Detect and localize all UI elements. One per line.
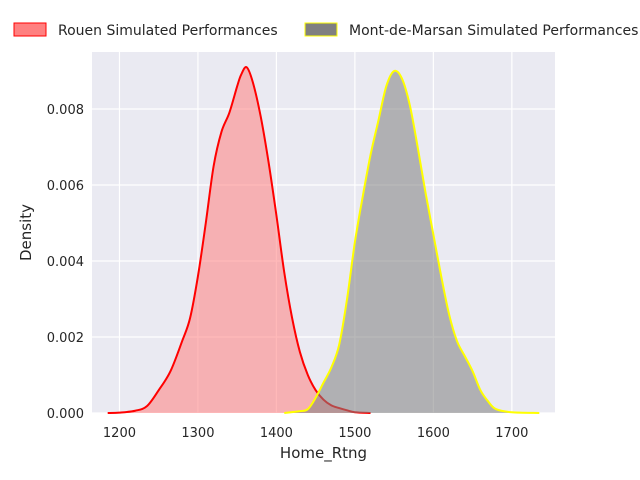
y-axis-ticks: 0.000 0.002 0.004 0.006 0.008 [47, 103, 84, 422]
x-tick-label: 1700 [495, 426, 528, 441]
density-area-mont-de-marsan [284, 70, 540, 414]
density-areas [107, 66, 540, 414]
plot-area [92, 52, 555, 413]
x-tick-label: 1400 [260, 426, 293, 441]
y-tick-label: 0.004 [47, 255, 84, 270]
legend-swatch-mont-de-marsan [304, 22, 338, 37]
y-tick-label: 0.008 [47, 103, 84, 118]
y-tick-label: 0.002 [47, 331, 84, 346]
legend-swatch-rouen [13, 22, 47, 37]
y-tick-label: 0.006 [47, 179, 84, 194]
x-tick-label: 1200 [103, 426, 136, 441]
x-axis-ticks: 1200 1300 1400 1500 1600 1700 [103, 426, 528, 441]
x-tick-label: 1300 [181, 426, 214, 441]
y-axis-label: Density [17, 204, 35, 261]
density-area-rouen [107, 67, 371, 413]
x-axis-label: Home_Rtng [280, 444, 367, 463]
density-line-mont-de-marsan [284, 69, 540, 414]
legend-label-rouen: Rouen Simulated Performances [58, 23, 278, 39]
legend-label-mont-de-marsan: Mont-de-Marsan Simulated Performances [349, 23, 638, 39]
x-tick-label: 1600 [417, 426, 450, 441]
legend: Rouen Simulated Performances Mont-de-Mar… [13, 22, 638, 39]
y-tick-label: 0.000 [47, 407, 84, 422]
x-tick-label: 1500 [338, 426, 371, 441]
